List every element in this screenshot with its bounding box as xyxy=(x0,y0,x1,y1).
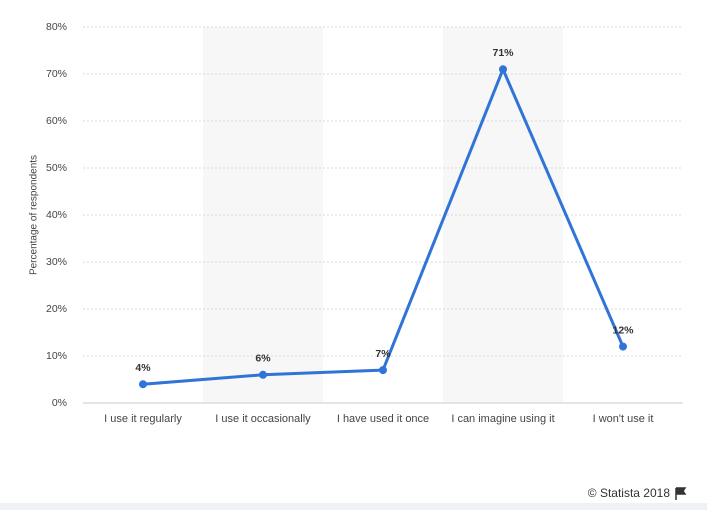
x-tick-label: I use it occasionally xyxy=(215,413,311,425)
data-label: 12% xyxy=(612,324,634,336)
y-tick-label: 30% xyxy=(46,256,67,268)
y-tick-label: 40% xyxy=(46,209,67,221)
y-tick-label: 50% xyxy=(46,162,67,174)
data-label: 7% xyxy=(375,348,391,360)
y-tick-label: 10% xyxy=(46,350,67,362)
x-tick-label: I can imagine using it xyxy=(451,413,554,425)
y-tick-label: 80% xyxy=(46,21,67,33)
x-tick-label: I have used it once xyxy=(337,413,429,425)
data-point xyxy=(619,342,627,351)
data-point xyxy=(379,366,387,375)
y-axis-title: Percentage of respondents xyxy=(29,155,40,275)
data-label: 4% xyxy=(135,362,151,374)
data-label: 6% xyxy=(255,353,271,365)
y-tick-label: 70% xyxy=(46,68,67,80)
x-tick-label: I use it regularly xyxy=(104,413,182,425)
credit: © Statista 2018 xyxy=(588,486,671,500)
flag-icon[interactable] xyxy=(675,487,687,500)
y-tick-label: 20% xyxy=(46,303,67,315)
data-point xyxy=(139,380,147,389)
footer-strip xyxy=(0,503,707,510)
data-label: 71% xyxy=(492,47,514,59)
x-tick-label: I won't use it xyxy=(593,413,654,425)
y-tick-label: 0% xyxy=(52,397,67,409)
data-point xyxy=(499,65,507,74)
y-tick-label: 60% xyxy=(46,115,67,127)
data-point xyxy=(259,370,267,379)
